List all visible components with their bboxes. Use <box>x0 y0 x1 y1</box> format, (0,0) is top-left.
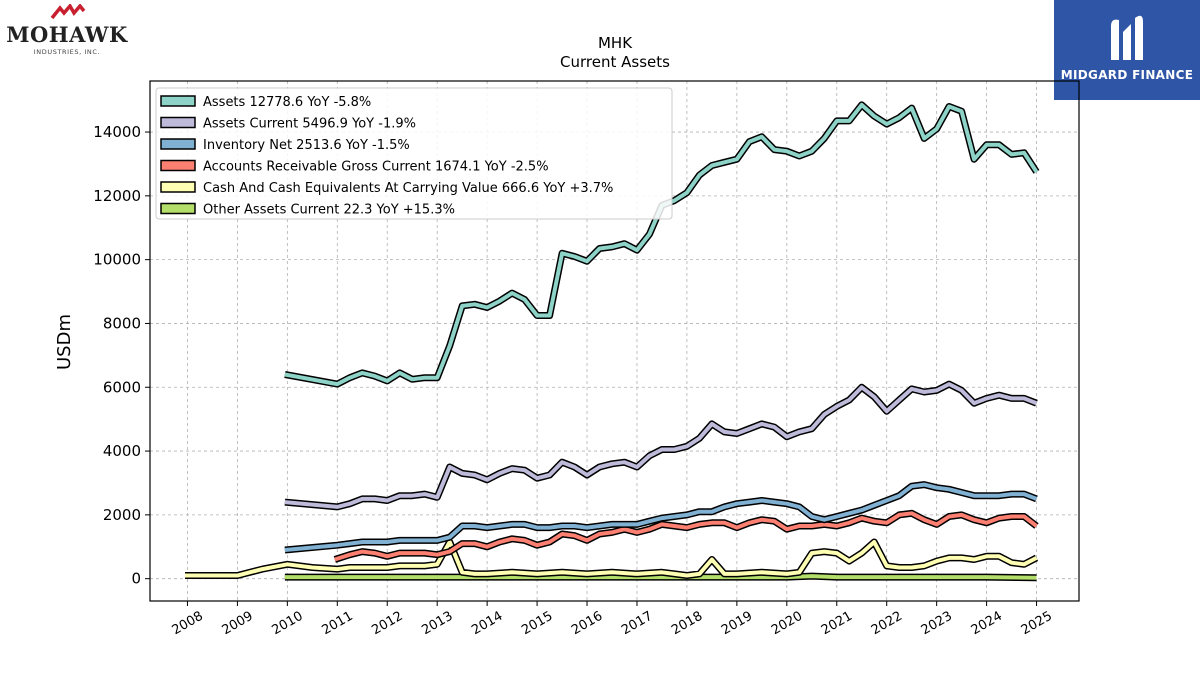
legend-entry-2: Inventory Net 2513.6 YoY -1.5% <box>203 138 410 153</box>
legend: Assets 12778.6 YoY -5.8% Assets Current 5… <box>155 87 673 220</box>
legend-swatch-3 <box>160 159 196 172</box>
y-tick-label-5: 10000 <box>93 251 141 269</box>
series-line-3 <box>334 511 1038 562</box>
series-0 <box>284 101 1040 388</box>
x-tick-label-11: 2019 <box>719 609 755 639</box>
midgard-mark-icon <box>1111 15 1143 61</box>
series-1 <box>284 380 1038 511</box>
x-tick-label-0: 2008 <box>170 609 206 639</box>
x-tick-label-14: 2022 <box>869 609 905 639</box>
mohawk-mark-icon <box>50 4 86 20</box>
plot-frame <box>149 80 1080 602</box>
legend-swatch-2 <box>160 138 196 150</box>
y-tick-label-2: 4000 <box>103 442 141 460</box>
midgard-finance-logo: MIDGARD FINANCE <box>1054 0 1200 100</box>
x-tick-label-5: 2013 <box>419 609 455 639</box>
chart-subtitle: Current Assets <box>560 53 670 71</box>
legend-entry-5: Other Assets Current 22.3 YoY +15.3% <box>203 203 455 218</box>
legend-swatch-1 <box>160 116 196 129</box>
y-tick-label-3: 6000 <box>103 378 141 396</box>
x-tick-label-9: 2017 <box>619 609 655 639</box>
legend-entry-1: Assets Current 5496.9 YoY -1.9% <box>203 117 416 132</box>
mohawk-wordmark: MOHAWK <box>6 22 128 47</box>
series-4 <box>185 538 1039 579</box>
series-2 <box>284 481 1038 554</box>
y-tick-label-7: 14000 <box>93 123 141 141</box>
x-tick-label-6: 2014 <box>469 609 505 639</box>
legend-entry-3: Accounts Receivable Gross Current 1674.1… <box>203 160 549 175</box>
y-axis-label: USDm <box>54 314 75 370</box>
series-line-2 <box>284 482 1038 552</box>
series-layer <box>185 101 1040 582</box>
legend-entry-4: Cash And Cash Equivalents At Carrying Va… <box>203 181 613 196</box>
y-tick-label-1: 2000 <box>103 506 141 524</box>
x-tick-label-17: 2025 <box>1019 609 1055 639</box>
x-tick-label-1: 2009 <box>220 609 256 639</box>
x-tick-label-16: 2024 <box>969 609 1005 639</box>
midgard-finance-name: MIDGARD FINANCE <box>1060 68 1194 82</box>
legend-entry-0: Assets 12778.6 YoY -5.8% <box>203 95 371 110</box>
y-tick-label-6: 12000 <box>93 187 141 205</box>
chart-title: MHK <box>598 34 633 52</box>
series-3 <box>333 509 1039 563</box>
series-line-4 <box>185 540 1038 578</box>
series-line-5 <box>284 574 1037 580</box>
x-tick-label-8: 2016 <box>569 609 605 639</box>
x-tick-label-12: 2020 <box>769 609 805 639</box>
x-tick-label-7: 2015 <box>519 609 555 639</box>
series-outline-1 <box>284 380 1038 511</box>
y-tick-label-0: 0 <box>131 570 141 588</box>
x-tick-label-10: 2018 <box>669 609 705 639</box>
series-5 <box>284 572 1037 582</box>
legend-swatch-5 <box>160 202 196 215</box>
x-tick-label-13: 2021 <box>819 609 855 639</box>
series-line-1 <box>284 382 1038 509</box>
mohawk-subtitle: INDUSTRIES, INC. <box>33 48 101 56</box>
y-tick-label-4: 8000 <box>103 314 141 332</box>
x-tick-label-15: 2023 <box>919 609 955 639</box>
legend-box <box>155 87 673 220</box>
legend-swatch-0 <box>160 95 196 107</box>
mohawk-logo: MOHAWK INDUSTRIES, INC. <box>4 4 134 60</box>
x-tick-label-4: 2012 <box>369 609 405 639</box>
x-tick-label-3: 2011 <box>319 609 355 639</box>
legend-swatch-4 <box>160 181 196 193</box>
series-line-0 <box>284 102 1039 387</box>
x-tick-label-2: 2010 <box>270 609 306 639</box>
